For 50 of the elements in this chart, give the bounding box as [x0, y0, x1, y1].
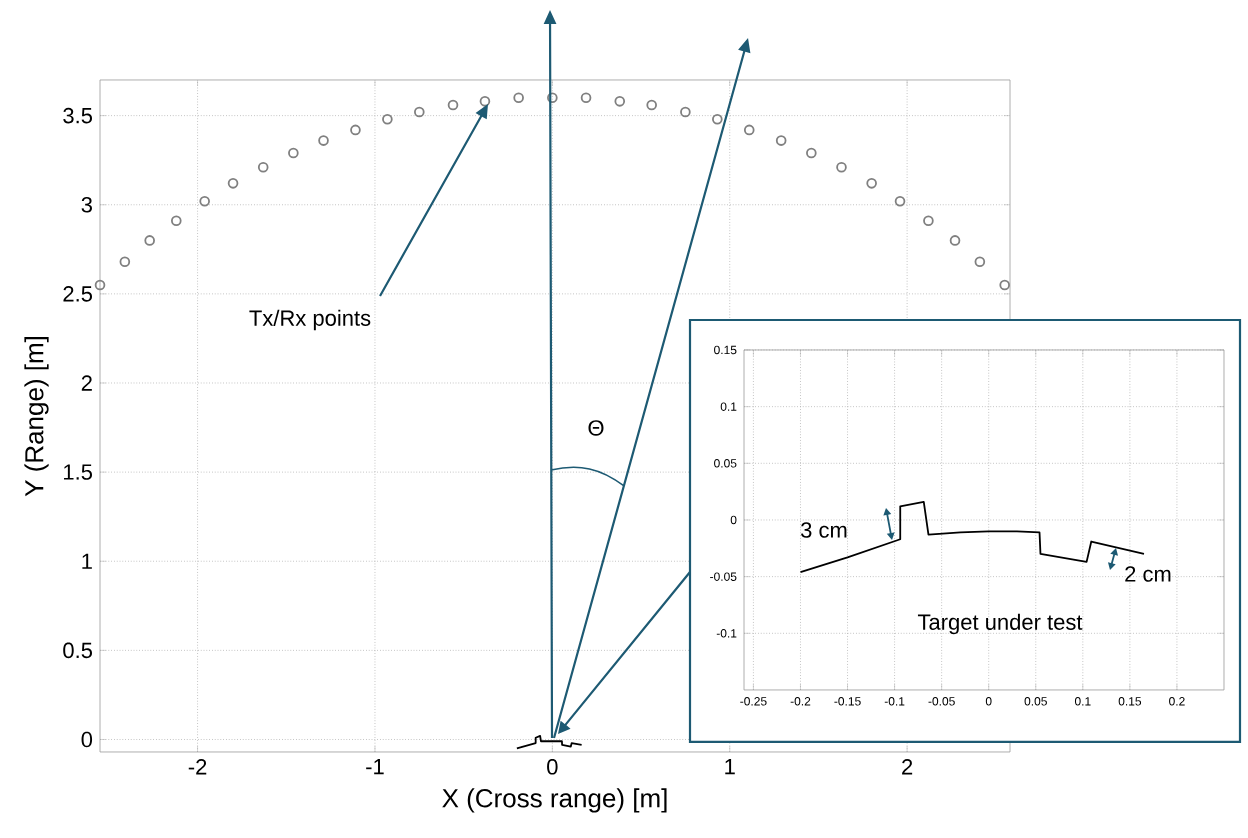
point — [144, 235, 155, 246]
point — [974, 256, 986, 268]
annotation: Tx/Rx points — [249, 309, 371, 331]
point — [646, 99, 657, 111]
annotation: Θ — [588, 420, 604, 436]
x-axis-title: X (Cross range) [m] — [442, 788, 667, 813]
point — [712, 113, 723, 125]
point — [479, 96, 491, 107]
y-tick-label: 3 — [81, 196, 92, 213]
y-tick-label: 3.5 — [63, 107, 92, 124]
point — [382, 113, 393, 125]
point — [170, 215, 182, 227]
point — [350, 124, 361, 136]
point — [580, 92, 592, 104]
annotation: Target under test — [917, 613, 1083, 635]
point — [949, 235, 961, 246]
point — [288, 147, 299, 159]
point — [866, 178, 877, 189]
y-tick-label: 2 — [81, 375, 92, 391]
annotation: 3 cm — [801, 522, 847, 538]
point — [836, 162, 847, 173]
annotation: 2 cm — [1125, 566, 1171, 582]
point — [999, 279, 1010, 291]
x-tick-label: -2 — [188, 759, 207, 775]
y-tick-label: 0 — [81, 731, 93, 748]
point — [199, 195, 210, 207]
y-tick-label: 1 — [82, 553, 92, 569]
point — [923, 215, 934, 227]
point — [547, 92, 558, 104]
point — [513, 92, 524, 104]
point — [318, 135, 329, 146]
point — [680, 106, 691, 118]
point — [743, 124, 755, 136]
point — [119, 256, 131, 268]
y-axis-title: Y (Range) [m] — [24, 336, 49, 497]
point — [614, 96, 626, 107]
x-tick-label: 0 — [547, 759, 558, 775]
y-tick-label: 1.5 — [64, 464, 92, 480]
x-tick-label: 2 — [902, 759, 913, 775]
point — [94, 279, 106, 291]
y-tick-label: 0.5 — [63, 642, 92, 659]
point — [257, 162, 269, 173]
y-tick-label: 2.5 — [63, 286, 92, 302]
point — [447, 99, 459, 111]
point — [806, 147, 817, 159]
point — [227, 178, 239, 189]
point — [414, 106, 425, 118]
x-tick-label: -1 — [366, 759, 384, 775]
point — [894, 195, 906, 207]
point — [775, 135, 787, 146]
